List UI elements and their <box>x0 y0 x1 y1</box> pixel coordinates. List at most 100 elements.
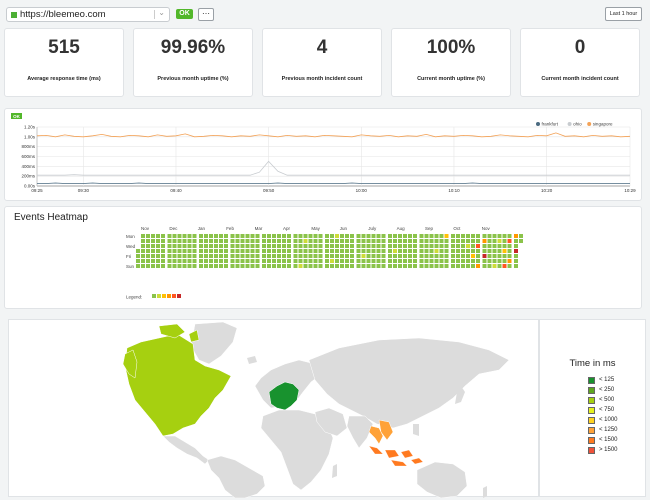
heatmap-cell[interactable] <box>262 244 266 248</box>
heatmap-cell[interactable] <box>187 239 192 243</box>
heatmap-cell[interactable] <box>141 259 145 263</box>
heatmap-cell[interactable] <box>293 239 298 243</box>
heatmap-cell[interactable] <box>182 259 187 263</box>
heatmap-cell[interactable] <box>250 254 255 258</box>
heatmap-cell[interactable] <box>444 239 449 243</box>
heatmap-cell[interactable] <box>156 254 160 258</box>
heatmap-cell[interactable] <box>151 244 155 248</box>
heatmap-cell[interactable] <box>182 244 187 248</box>
heatmap-cell[interactable] <box>298 249 303 253</box>
heatmap-cell[interactable] <box>141 264 145 268</box>
heatmap-cell[interactable] <box>167 234 172 238</box>
map-region-arctic-islands[interactable] <box>158 323 200 343</box>
heatmap-cell[interactable] <box>187 264 192 268</box>
heatmap-cell[interactable] <box>507 264 512 268</box>
heatmap-cell[interactable] <box>381 239 386 243</box>
heatmap-cell[interactable] <box>429 259 434 263</box>
heatmap-cell[interactable] <box>419 259 424 263</box>
heatmap-cell[interactable] <box>172 254 177 258</box>
heatmap-cell[interactable] <box>177 259 182 263</box>
heatmap-cell[interactable] <box>451 234 455 238</box>
map-region-philippines[interactable] <box>413 424 419 436</box>
heatmap-cell[interactable] <box>245 259 250 263</box>
heatmap-cell[interactable] <box>497 244 502 248</box>
heatmap-cell[interactable] <box>230 264 235 268</box>
heatmap-cell[interactable] <box>308 234 313 238</box>
heatmap-cell[interactable] <box>298 264 303 268</box>
time-range-button[interactable]: Last 1 hour <box>605 7 642 21</box>
heatmap-cell[interactable] <box>313 239 318 243</box>
heatmap-cell[interactable] <box>272 259 276 263</box>
heatmap-cell[interactable] <box>519 234 523 238</box>
heatmap-cell[interactable] <box>451 249 455 253</box>
heatmap-cell[interactable] <box>262 254 266 258</box>
heatmap-cell[interactable] <box>398 254 402 258</box>
heatmap-cell[interactable] <box>487 239 492 243</box>
heatmap-cell[interactable] <box>219 264 223 268</box>
heatmap-cell[interactable] <box>487 249 492 253</box>
heatmap-cell[interactable] <box>287 249 291 253</box>
heatmap-cell[interactable] <box>476 254 480 258</box>
heatmap-cell[interactable] <box>403 234 407 238</box>
heatmap-cell[interactable] <box>388 239 392 243</box>
heatmap-cell[interactable] <box>371 259 376 263</box>
heatmap-cell[interactable] <box>497 254 502 258</box>
heatmap-cell[interactable] <box>350 234 354 238</box>
heatmap-cell[interactable] <box>514 234 518 238</box>
heatmap-cell[interactable] <box>361 254 366 258</box>
heatmap-cell[interactable] <box>439 239 444 243</box>
heatmap-cell[interactable] <box>371 234 376 238</box>
heatmap-cell[interactable] <box>413 234 417 238</box>
map-region-asia[interactable] <box>308 337 510 429</box>
heatmap-cell[interactable] <box>277 249 281 253</box>
heatmap-cell[interactable] <box>429 264 434 268</box>
heatmap-cell[interactable] <box>250 259 255 263</box>
heatmap-cell[interactable] <box>461 249 465 253</box>
heatmap-cell[interactable] <box>403 244 407 248</box>
heatmap-cell[interactable] <box>325 234 329 238</box>
legend-label-frankfurt[interactable]: frankfurt <box>542 122 559 127</box>
heatmap-cell[interactable] <box>214 259 218 263</box>
heatmap-cell[interactable] <box>335 249 339 253</box>
heatmap-cell[interactable] <box>199 239 203 243</box>
heatmap-cell[interactable] <box>267 254 271 258</box>
heatmap-cell[interactable] <box>255 239 260 243</box>
heatmap-cell[interactable] <box>293 244 298 248</box>
heatmap-cell[interactable] <box>429 239 434 243</box>
heatmap-cell[interactable] <box>461 264 465 268</box>
heatmap-cell[interactable] <box>224 239 228 243</box>
heatmap-cell[interactable] <box>330 264 334 268</box>
heatmap-cell[interactable] <box>182 254 187 258</box>
heatmap-cell[interactable] <box>287 239 291 243</box>
heatmap-cell[interactable] <box>214 234 218 238</box>
heatmap-cell[interactable] <box>318 239 323 243</box>
heatmap-cell[interactable] <box>492 244 497 248</box>
monitor-select[interactable]: https://bleemeo.com ⌄ <box>6 7 170 22</box>
heatmap-cell[interactable] <box>204 234 208 238</box>
heatmap-cell[interactable] <box>413 254 417 258</box>
heatmap-cell[interactable] <box>235 254 240 258</box>
map-region-new-zealand[interactable] <box>483 486 487 498</box>
heatmap-cell[interactable] <box>476 264 480 268</box>
heatmap-cell[interactable] <box>199 249 203 253</box>
heatmap-cell[interactable] <box>492 249 497 253</box>
heatmap-cell[interactable] <box>318 264 323 268</box>
heatmap-cell[interactable] <box>403 264 407 268</box>
heatmap-cell[interactable] <box>177 234 182 238</box>
heatmap-cell[interactable] <box>318 254 323 258</box>
heatmap-cell[interactable] <box>492 254 497 258</box>
heatmap-cell[interactable] <box>330 249 334 253</box>
heatmap-cell[interactable] <box>398 259 402 263</box>
heatmap-cell[interactable] <box>224 254 228 258</box>
heatmap-cell[interactable] <box>214 244 218 248</box>
heatmap-cell[interactable] <box>240 234 245 238</box>
heatmap-cell[interactable] <box>345 264 349 268</box>
heatmap-cell[interactable] <box>235 239 240 243</box>
heatmap-cell[interactable] <box>313 254 318 258</box>
heatmap-cell[interactable] <box>466 264 470 268</box>
heatmap-cell[interactable] <box>497 239 502 243</box>
heatmap-cell[interactable] <box>230 239 235 243</box>
heatmap-cell[interactable] <box>308 249 313 253</box>
heatmap-cell[interactable] <box>204 249 208 253</box>
heatmap-cell[interactable] <box>204 244 208 248</box>
